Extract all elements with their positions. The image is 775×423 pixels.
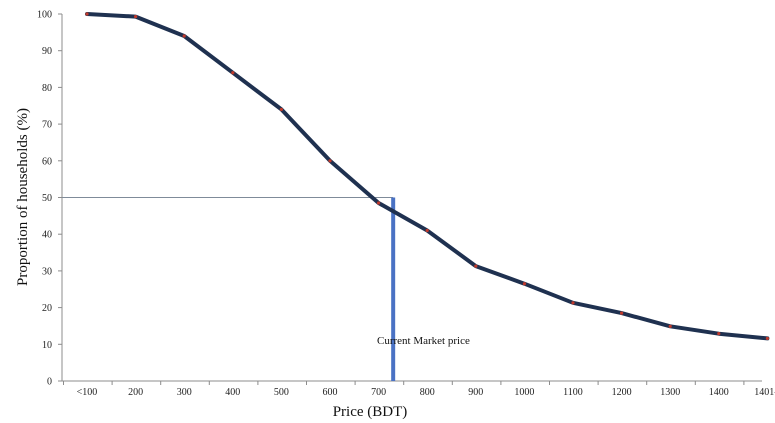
data-point [717, 332, 721, 336]
x-tick-label: 1100 [563, 387, 583, 398]
x-tick-label: 700 [371, 387, 386, 398]
x-tick-label: 300 [177, 387, 192, 398]
y-tick-label: 0 [47, 377, 52, 388]
data-point [134, 14, 138, 19]
x-tick-label: 600 [323, 387, 338, 398]
y-tick-label: 20 [42, 303, 52, 314]
y-tick-label: 80 [42, 83, 52, 94]
market-price-annotation: Current Market price [377, 335, 470, 347]
x-tick-label: 1400 [709, 387, 729, 398]
data-point [571, 301, 575, 305]
data-point [765, 336, 770, 341]
x-tick-label: 1300 [660, 387, 680, 398]
data-point [328, 159, 332, 163]
data-point [377, 201, 381, 205]
y-tick-label: 10 [42, 340, 52, 351]
data-point [425, 228, 429, 233]
axes [58, 13, 762, 385]
x-tick-label: 900 [468, 387, 483, 398]
data-point [85, 12, 89, 16]
y-tick-label: 100 [37, 10, 52, 21]
series-layer [85, 12, 770, 341]
data-point [279, 107, 283, 112]
x-tick-label: <100 [77, 387, 98, 398]
y-tick-label: 90 [42, 46, 52, 57]
y-tick-label: 50 [42, 193, 52, 204]
labels: 0 10 20 30 40 50 60 70 80 90 100 <100 200 300 400 500 60… [37, 10, 775, 399]
data-point [182, 34, 186, 38]
x-axis-title: Price (BDT) [333, 404, 408, 420]
x-tick-label: 500 [274, 387, 289, 398]
x-tick-label: 200 [128, 387, 143, 398]
data-point [668, 324, 672, 328]
x-tick-label: 1200 [612, 387, 632, 398]
x-tick-label: 1401-650 [754, 387, 775, 398]
y-tick-label: 60 [42, 156, 52, 167]
data-point [474, 264, 478, 268]
y-axis-title: Proportion of households (%) [15, 108, 31, 286]
data-point [231, 71, 235, 75]
x-tick-label: 800 [420, 387, 435, 398]
series-line [85, 12, 770, 341]
y-tick-label: 40 [42, 230, 52, 241]
y-tick-label: 30 [42, 266, 52, 277]
reference-lines [62, 197, 396, 381]
x-tick-label: 400 [225, 387, 240, 398]
data-point [522, 282, 527, 286]
data-point [620, 311, 624, 315]
y-tick-label: 70 [42, 120, 52, 131]
x-tick-label: 1000 [514, 387, 534, 398]
